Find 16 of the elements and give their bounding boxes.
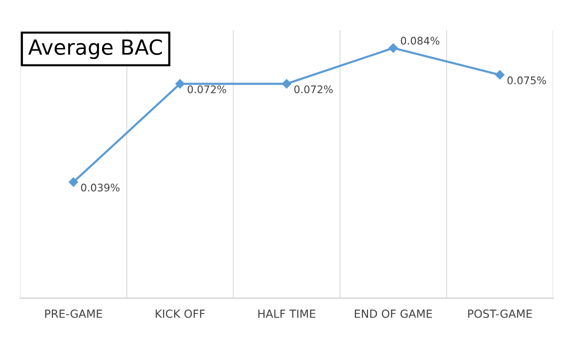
x-tick-label: KICK OFF [156, 310, 205, 318]
data-label: 0.072% [294, 85, 333, 94]
data-label: 0.072% [188, 85, 226, 94]
point [388, 43, 398, 53]
x-tick-label: END OF GAME [354, 310, 432, 318]
x-tick-label: POST-GAME [468, 310, 532, 318]
data-label: 0.084% [400, 36, 440, 45]
point [175, 79, 185, 88]
point [495, 70, 504, 80]
x-tick-label: HALF TIME [258, 310, 316, 318]
data-label: 0.039% [81, 184, 120, 192]
point [282, 79, 292, 88]
chart-title: Average BAC [28, 39, 162, 60]
data-label: 0.075% [507, 76, 546, 84]
x-tick-label: PRE-GAME [45, 310, 102, 318]
point [68, 177, 78, 187]
